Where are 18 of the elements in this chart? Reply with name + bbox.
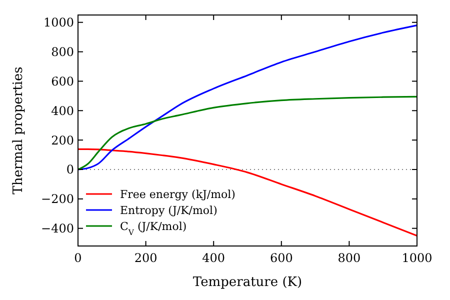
y-axis-title: Thermal properties: [11, 66, 26, 194]
x-tick-label: 600: [270, 251, 293, 265]
legend-label: C$_{V}$ (J/K/mol): [120, 220, 187, 236]
y-tick-label: 1000: [43, 16, 74, 30]
legend-label: Free energy (kJ/mol): [120, 188, 236, 201]
y-tick-label: 200: [51, 133, 74, 148]
y-tick-label: 800: [51, 44, 74, 59]
y-tick-label: 0: [66, 162, 74, 177]
x-tick-label: 1000: [402, 251, 432, 265]
x-tick-label: 400: [202, 251, 226, 265]
x-axis-title: Temperature (K): [192, 275, 302, 290]
y-tick-label: −400: [41, 222, 74, 236]
y-tick-label: 600: [51, 74, 74, 88]
x-tick-label: 800: [338, 251, 361, 265]
x-tick-label: 200: [134, 251, 158, 265]
y-tick-label: −200: [41, 192, 74, 206]
y-tick-label: 400: [51, 104, 74, 118]
legend-label: Entropy (J/K/mol): [120, 204, 218, 217]
